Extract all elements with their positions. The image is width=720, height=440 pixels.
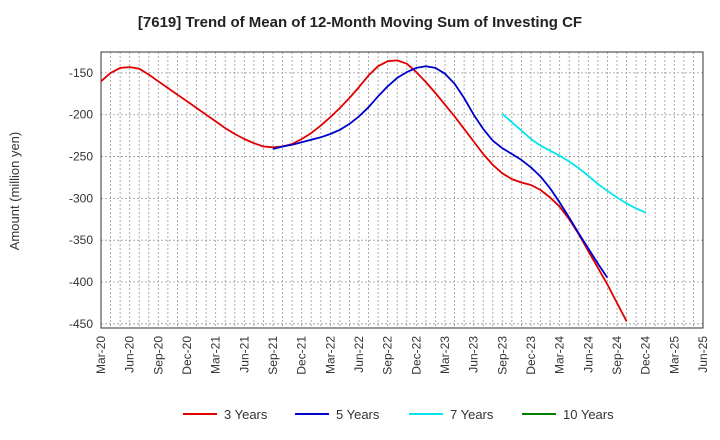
x-tick-label: Mar-23 xyxy=(438,336,452,374)
x-tick-label: Dec-23 xyxy=(524,336,538,375)
x-axis-ticks: Mar-20 Jun-20 Sep-20 Dec-20 Mar-21 Jun-21 Sep-… xyxy=(94,336,710,375)
series-lines xyxy=(100,59,647,322)
y-tick-label: -350 xyxy=(69,233,93,247)
series-line-3-years xyxy=(100,59,628,322)
x-tick-label: Sep-20 xyxy=(151,336,165,375)
series-line-5-years xyxy=(272,65,609,279)
x-tick-label: Dec-21 xyxy=(295,336,309,375)
x-tick-label: Mar-24 xyxy=(553,336,567,374)
legend: 3 Years 5 Years 7 Years 10 Years xyxy=(183,407,614,422)
y-tick-label: -150 xyxy=(69,66,93,80)
legend-label: 10 Years xyxy=(563,407,614,422)
x-tick-label: Mar-21 xyxy=(209,336,223,374)
y-axis-ticks: -150 -200 -250 -300 -350 -400 -450 xyxy=(69,66,93,331)
x-tick-label: Jun-21 xyxy=(237,336,251,373)
y-axis-label: Amount (million yen) xyxy=(7,132,22,251)
y-tick-label: -250 xyxy=(69,150,93,164)
y-tick-label: -400 xyxy=(69,275,93,289)
plot-area xyxy=(100,51,704,329)
x-tick-label: Dec-22 xyxy=(409,336,423,375)
x-tick-label: Sep-23 xyxy=(495,336,509,375)
legend-label: 3 Years xyxy=(224,407,268,422)
series-line-7-years xyxy=(501,113,647,214)
x-tick-label: Sep-21 xyxy=(266,336,280,375)
x-tick-label: Mar-20 xyxy=(94,336,108,374)
x-tick-label: Sep-22 xyxy=(381,336,395,375)
x-tick-label: Jun-20 xyxy=(123,336,137,373)
x-tick-label: Jun-23 xyxy=(467,336,481,373)
legend-label: 7 Years xyxy=(450,407,494,422)
x-tick-label: Mar-22 xyxy=(323,336,337,374)
x-tick-label: Jun-24 xyxy=(581,336,595,373)
y-tick-label: -200 xyxy=(69,108,93,122)
chart-title: [7619] Trend of Mean of 12-Month Moving … xyxy=(137,14,583,31)
legend-label: 5 Years xyxy=(336,407,380,422)
x-tick-label: Dec-24 xyxy=(639,336,653,375)
y-tick-label: -300 xyxy=(69,191,93,205)
x-tick-label: Jun-25 xyxy=(696,336,710,373)
x-tick-label: Jun-22 xyxy=(352,336,366,373)
x-tick-label: Dec-20 xyxy=(180,336,194,375)
y-tick-label: -450 xyxy=(69,317,93,331)
x-tick-label: Sep-24 xyxy=(610,336,624,375)
grid-lines xyxy=(101,52,703,328)
x-tick-label: Mar-25 xyxy=(667,336,681,374)
